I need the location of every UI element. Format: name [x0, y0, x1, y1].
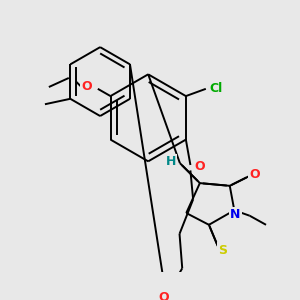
- Text: O: O: [159, 291, 170, 300]
- Text: N: N: [230, 208, 240, 221]
- Text: O: O: [82, 80, 92, 93]
- Text: O: O: [249, 168, 260, 182]
- Text: O: O: [194, 160, 205, 173]
- Text: H: H: [166, 155, 176, 168]
- Text: Cl: Cl: [209, 82, 222, 95]
- Text: S: S: [218, 244, 227, 257]
